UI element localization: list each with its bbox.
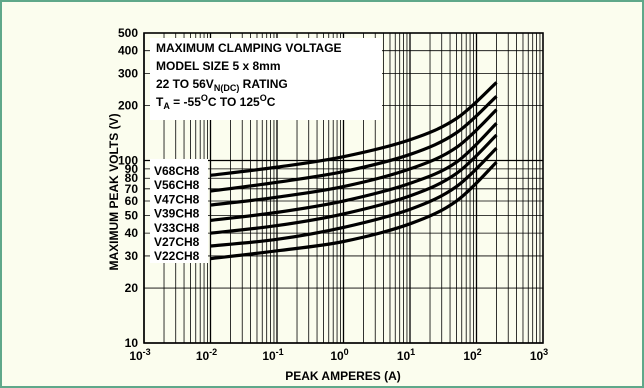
tick-labels: 10-3 10-2 10-1 100 101 102 103 10 20 30 40 50607080… bbox=[118, 26, 548, 363]
y-tick-label: 10 bbox=[125, 336, 139, 350]
series-line-v56ch8 bbox=[210, 95, 498, 193]
x-tick-label: 101 bbox=[397, 347, 415, 363]
series-labels: V68CH8V56CH8V47CH8V39CH8V33CH8V27CH8V22C… bbox=[154, 164, 200, 263]
x-tick-label: 10-3 bbox=[129, 347, 150, 363]
series-line-v33ch8 bbox=[210, 133, 498, 235]
series-line-v47ch8 bbox=[210, 108, 498, 207]
annotation-line-4: TA = -55OC TO 125OC bbox=[156, 93, 276, 111]
x-tick-label: 10-1 bbox=[262, 347, 283, 363]
plot-border bbox=[143, 32, 544, 344]
y-tick-label: 100 bbox=[118, 154, 138, 168]
y-tick-label: 20 bbox=[125, 281, 139, 295]
series-label-v27ch8: V27CH8 bbox=[154, 235, 200, 249]
y-tick-label: 400 bbox=[118, 44, 138, 58]
series-label-v47ch8: V47CH8 bbox=[154, 192, 200, 206]
series-label-v22ch8: V22CH8 bbox=[154, 249, 200, 263]
series-line-v68ch8 bbox=[210, 81, 498, 177]
series-line-v39ch8 bbox=[210, 122, 498, 222]
series-line-v27ch8 bbox=[210, 146, 498, 248]
y-tick-label: 40 bbox=[125, 226, 139, 240]
x-tick-label: 100 bbox=[330, 347, 348, 363]
y-tick-label: 300 bbox=[118, 66, 138, 80]
y-tick-label: 500 bbox=[118, 26, 138, 40]
y-tick-label: 50 bbox=[125, 208, 139, 222]
y-axis-title: MAXIMUM PEAK VOLTS (V) bbox=[107, 113, 121, 270]
series-label-v33ch8: V33CH8 bbox=[154, 221, 200, 235]
y-tick-label: 200 bbox=[118, 99, 138, 113]
x-axis-title: PEAK AMPERES (A) bbox=[285, 369, 401, 383]
y-tick-label: 60 bbox=[125, 194, 139, 208]
y-tick-label: 30 bbox=[125, 249, 139, 263]
series-label-v68ch8: V68CH8 bbox=[154, 164, 200, 178]
curves bbox=[210, 81, 498, 261]
annotation-box bbox=[150, 38, 382, 120]
x-tick-label: 102 bbox=[463, 347, 481, 363]
annotation-line-3: 22 TO 56VN(DC) RATING bbox=[156, 77, 288, 93]
y-tick-label: 70 bbox=[125, 182, 139, 196]
x-tick-label: 10-2 bbox=[196, 347, 217, 363]
series-label-box bbox=[150, 159, 208, 263]
series-label-v39ch8: V39CH8 bbox=[154, 207, 200, 221]
series-label-v56ch8: V56CH8 bbox=[154, 178, 200, 192]
x-tick-label: 103 bbox=[530, 347, 548, 363]
annotation-line-2: MODEL SIZE 5 x 8mm bbox=[156, 59, 280, 73]
annotation-line-1: MAXIMUM CLAMPING VOLTAGE bbox=[156, 41, 342, 55]
y-tick-label: 80 bbox=[125, 171, 139, 185]
series-line-v22ch8 bbox=[210, 160, 498, 261]
y-tick-label: 90 bbox=[125, 162, 139, 176]
